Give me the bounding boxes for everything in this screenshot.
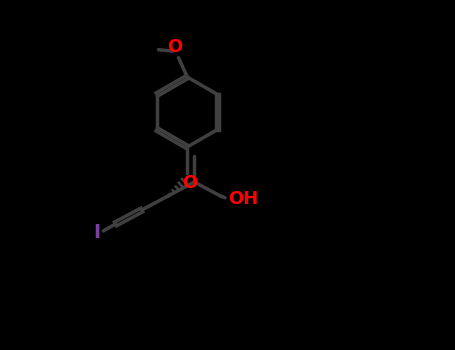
Text: I: I xyxy=(94,223,101,242)
Text: OH: OH xyxy=(228,190,259,209)
Text: O: O xyxy=(182,174,197,192)
Text: O: O xyxy=(167,38,182,56)
